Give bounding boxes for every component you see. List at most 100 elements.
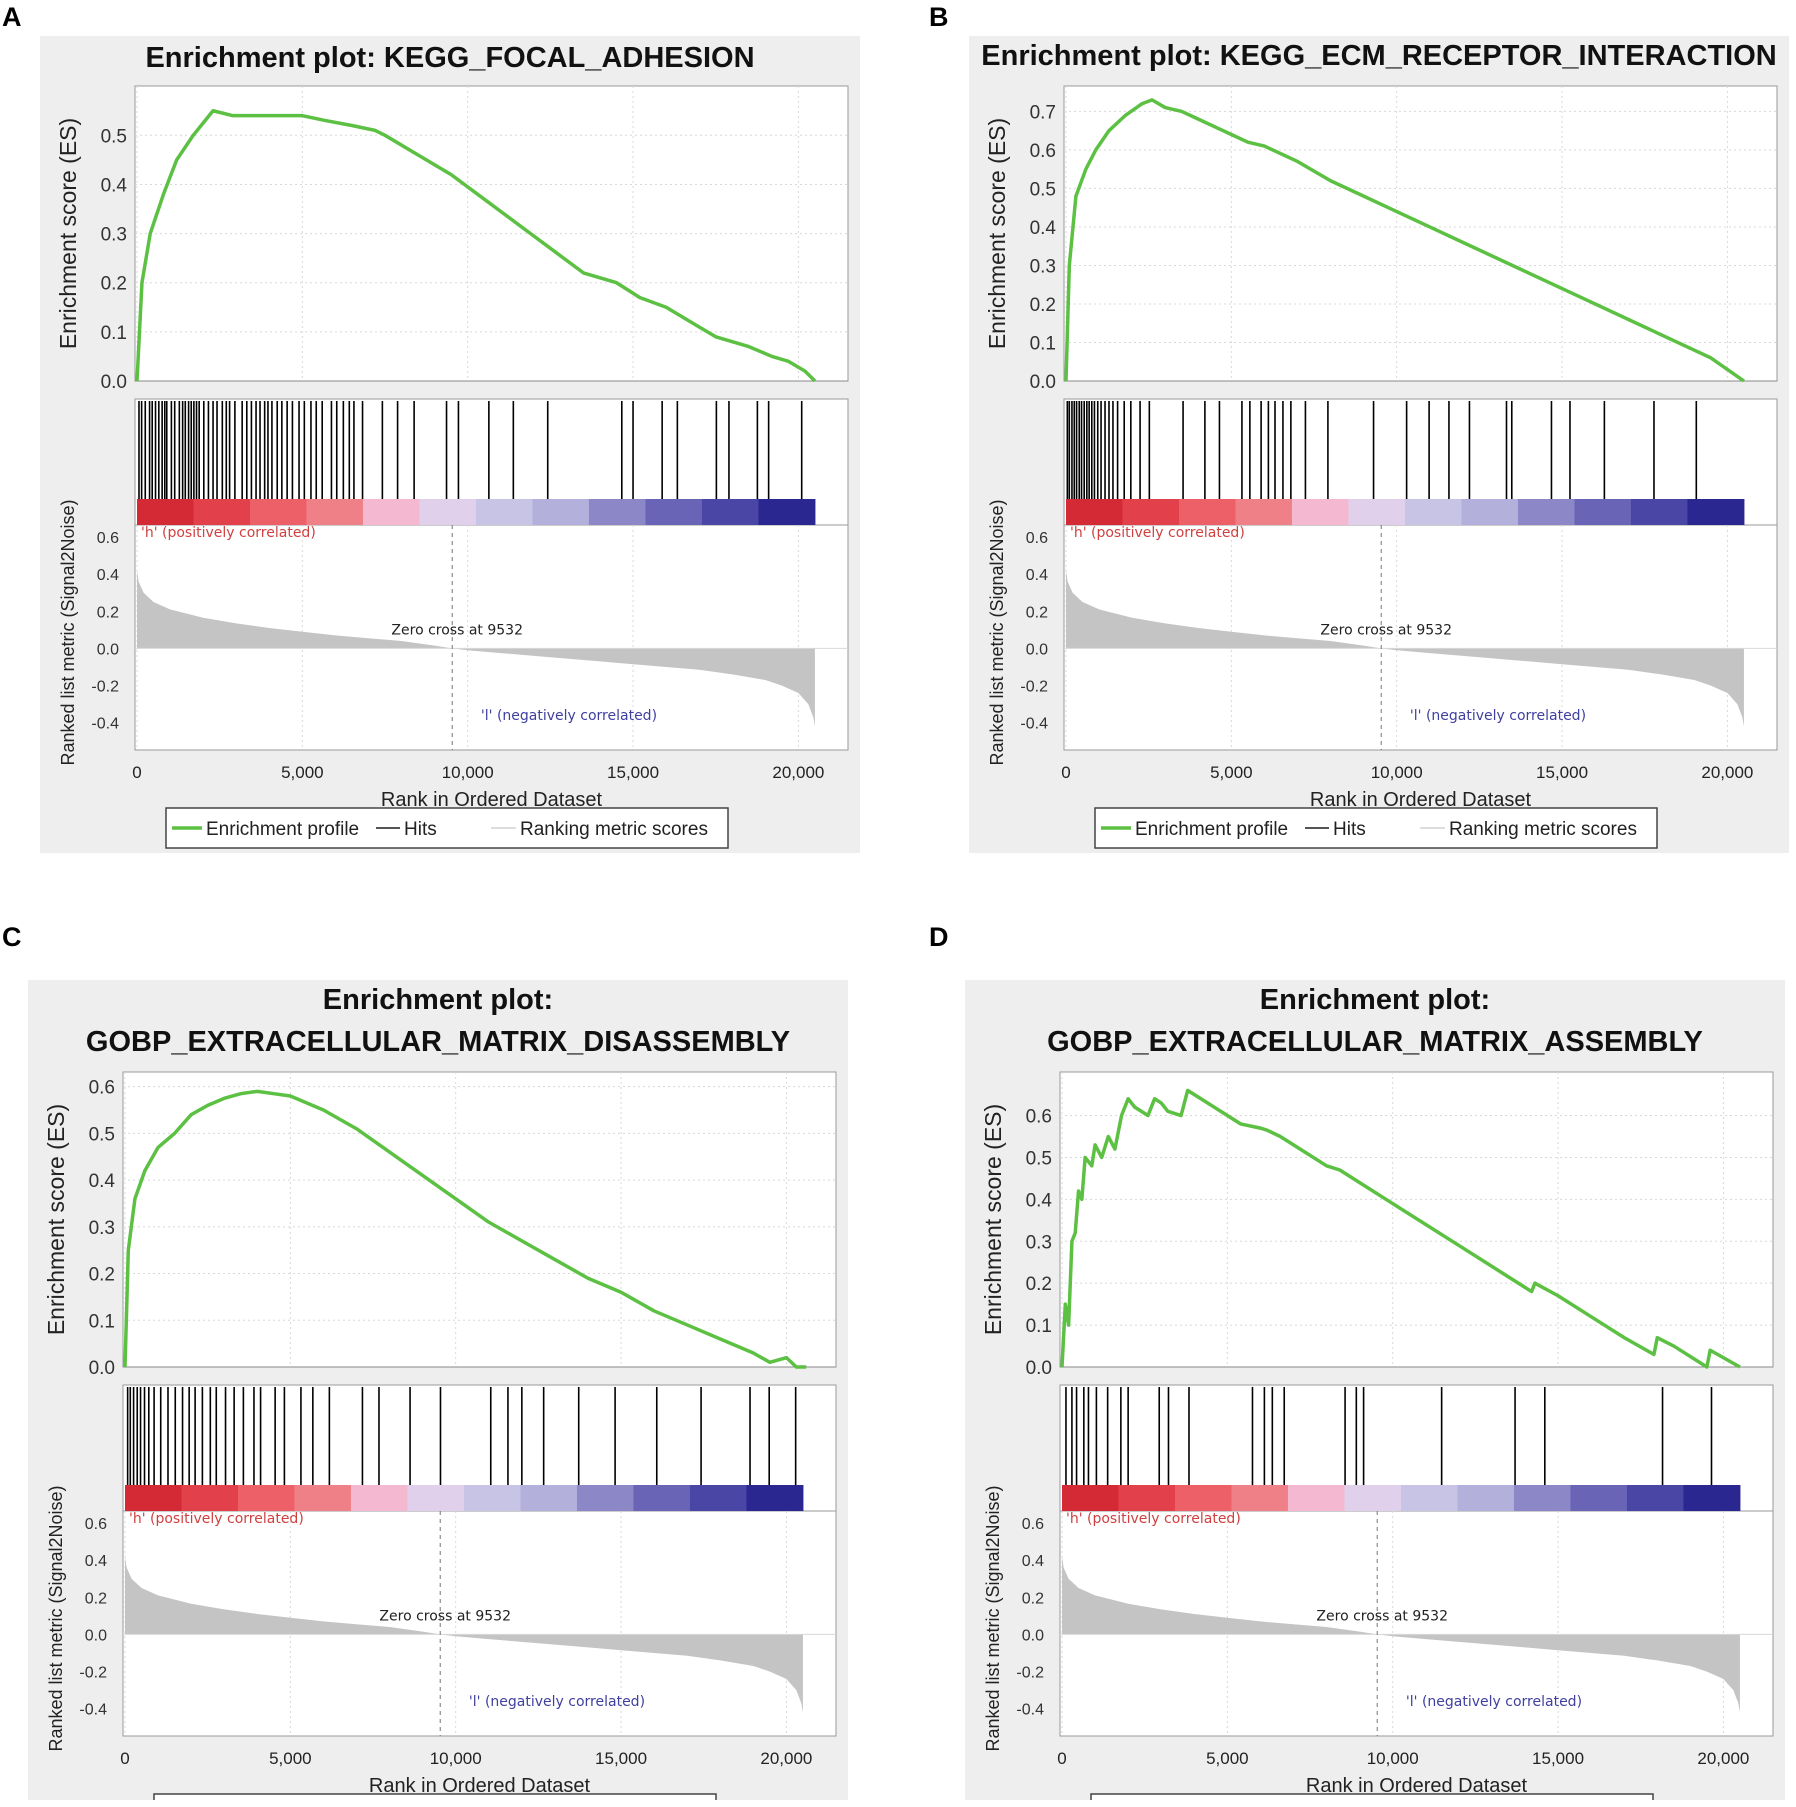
ranking-color-segment bbox=[1178, 499, 1236, 525]
ranking-color-segment bbox=[1626, 1485, 1684, 1511]
es-plot-area bbox=[1063, 85, 1778, 382]
xtick-label: 10,000 bbox=[1367, 1749, 1419, 1768]
ranking-color-segment bbox=[689, 1485, 747, 1511]
plot-title-line: Enrichment plot: KEGG_FOCAL_ADHESION bbox=[145, 42, 755, 74]
ranking-color-segment bbox=[237, 1485, 295, 1511]
es-y-axis-label: Enrichment score (ES) bbox=[43, 1104, 69, 1335]
ranking-color-segment bbox=[1517, 499, 1575, 525]
metric-y-axis-label: Ranked list metric (Signal2Noise) bbox=[987, 499, 1007, 765]
ranking-color-segment bbox=[1348, 499, 1406, 525]
xtick-label: 20,000 bbox=[772, 763, 824, 782]
ranking-color-segment bbox=[1687, 499, 1745, 525]
plot-title-line: Enrichment plot: bbox=[322, 984, 554, 1016]
panel-label-c: C bbox=[2, 922, 22, 952]
metric-ytick-label: 0.6 bbox=[85, 1516, 107, 1533]
metric-ytick-label: 0.0 bbox=[97, 641, 119, 658]
es-ytick-label: 0.4 bbox=[1026, 1190, 1053, 1211]
xtick-label: 5,000 bbox=[281, 763, 324, 782]
xtick-label: 20,000 bbox=[1697, 1749, 1749, 1768]
es-ytick-label: 0.3 bbox=[1026, 1232, 1052, 1253]
metric-ytick-label: 0.6 bbox=[1026, 530, 1048, 547]
es-y-axis-label: Enrichment score (ES) bbox=[984, 118, 1010, 349]
metric-ytick-label: 0.0 bbox=[1026, 641, 1048, 658]
ranking-color-segment bbox=[701, 499, 759, 525]
metric-ytick-label: -0.2 bbox=[79, 1665, 107, 1682]
plot-title-line: GOBP_EXTRACELLULAR_MATRIX_DISASSEMBLY bbox=[85, 1026, 791, 1058]
ranking-color-segment bbox=[1344, 1485, 1402, 1511]
negatively-correlated-label: 'l' (negatively correlated) bbox=[1410, 708, 1586, 724]
es-ytick-label: 0.2 bbox=[89, 1265, 115, 1286]
metric-ytick-label: 0.4 bbox=[97, 567, 119, 584]
es-ytick-label: 0.5 bbox=[101, 126, 127, 147]
ranking-color-segment bbox=[1235, 499, 1293, 525]
positively-correlated-label: 'h' (positively correlated) bbox=[1070, 525, 1245, 541]
ranking-color-segment bbox=[1122, 499, 1180, 525]
metric-ytick-label: 0.0 bbox=[1022, 1627, 1044, 1644]
plot-canvas: 0.0 0.1 0.2 0.3 0.4 0.5 0.6 0.6 0.4 0.2 0.0 -0.2 -0.… bbox=[980, 1071, 1774, 1800]
enrichment-profile-line bbox=[135, 108, 817, 383]
ranking-color-segment bbox=[1457, 1485, 1515, 1511]
es-ytick-label: 0.2 bbox=[1030, 295, 1056, 316]
ranking-color-segment bbox=[350, 1485, 408, 1511]
metric-ytick-label: -0.4 bbox=[79, 1702, 107, 1719]
es-ytick-label: 0.3 bbox=[1030, 256, 1056, 277]
metric-ytick-label: -0.2 bbox=[1016, 1665, 1044, 1682]
xtick-label: 0 bbox=[1057, 1749, 1066, 1768]
ranking-color-segment bbox=[1513, 1485, 1571, 1511]
ranking-color-segment bbox=[1118, 1485, 1176, 1511]
metric-ytick-label: 0.2 bbox=[1026, 604, 1048, 621]
ranking-color-segment bbox=[645, 499, 703, 525]
ranking-color-segment bbox=[181, 1485, 239, 1511]
ranking-color-segment bbox=[362, 499, 420, 525]
ranking-color-segment bbox=[294, 1485, 352, 1511]
ranking-color-segment bbox=[1574, 499, 1632, 525]
positively-correlated-label: 'h' (positively correlated) bbox=[129, 1511, 304, 1527]
es-ytick-label: 0.0 bbox=[101, 372, 127, 393]
xtick-label: 20,000 bbox=[760, 1749, 812, 1768]
xtick-label: 0 bbox=[1061, 763, 1070, 782]
positively-correlated-label: 'h' (positively correlated) bbox=[141, 525, 316, 541]
legend-metric-label: Ranking metric scores bbox=[1449, 819, 1637, 840]
ranking-color-segment bbox=[249, 499, 307, 525]
ranking-color-segment bbox=[532, 499, 590, 525]
es-ytick-label: 0.0 bbox=[1026, 1358, 1052, 1379]
xtick-label: 10,000 bbox=[1371, 763, 1423, 782]
es-y-axis-label: Enrichment score (ES) bbox=[980, 1104, 1006, 1335]
es-ytick-label: 0.2 bbox=[1026, 1274, 1052, 1295]
es-ytick-label: 0.7 bbox=[1030, 102, 1056, 123]
ranking-color-segment bbox=[137, 499, 194, 525]
enrichment-plot-c: Enrichment plot: GOBP_EXTRACELLULAR_MATRI… bbox=[28, 980, 848, 1800]
es-ytick-label: 0.1 bbox=[101, 323, 127, 344]
xtick-label: 20,000 bbox=[1701, 763, 1753, 782]
negatively-correlated-label: 'l' (negatively correlated) bbox=[469, 1694, 645, 1710]
ranking-color-segment bbox=[193, 499, 251, 525]
xtick-label: 5,000 bbox=[1210, 763, 1253, 782]
metric-ytick-label: -0.4 bbox=[1020, 716, 1048, 733]
es-ytick-label: 0.4 bbox=[1030, 218, 1057, 239]
enrichment-profile-line bbox=[123, 1089, 807, 1369]
x-axis-label: Rank in Ordered Dataset bbox=[369, 1775, 591, 1797]
metric-ytick-label: -0.4 bbox=[1016, 1702, 1044, 1719]
ranking-color-segment bbox=[306, 499, 364, 525]
ranking-color-segment bbox=[1062, 1485, 1119, 1511]
ranking-color-segment bbox=[746, 1485, 804, 1511]
es-ytick-label: 0.6 bbox=[1030, 141, 1056, 162]
xtick-label: 10,000 bbox=[430, 1749, 482, 1768]
metric-ytick-label: -0.4 bbox=[91, 716, 119, 733]
es-ytick-label: 0.6 bbox=[89, 1078, 115, 1099]
metric-ytick-label: -0.2 bbox=[91, 679, 119, 696]
metric-y-axis-label: Ranked list metric (Signal2Noise) bbox=[983, 1485, 1003, 1751]
xtick-label: 5,000 bbox=[1206, 1749, 1249, 1768]
metric-ytick-label: 0.6 bbox=[1022, 1516, 1044, 1533]
plot-title-line: GOBP_EXTRACELLULAR_MATRIX_ASSEMBLY bbox=[1047, 1026, 1703, 1058]
zero-cross-label: Zero cross at 9532 bbox=[379, 1608, 511, 1624]
ranking-color-segment bbox=[125, 1485, 182, 1511]
ranking-color-segment bbox=[1287, 1485, 1345, 1511]
xtick-label: 10,000 bbox=[442, 763, 494, 782]
negatively-correlated-label: 'l' (negatively correlated) bbox=[1406, 1694, 1582, 1710]
es-ytick-label: 0.3 bbox=[101, 225, 127, 246]
enrichment-plot-b: Enrichment plot: KEGG_ECM_RECEPTOR_INTER… bbox=[969, 36, 1789, 853]
plot-canvas: 0.0 0.1 0.2 0.3 0.4 0.5 0.6 0.4 0.2 0.0 -0.2 -0.4 Ze… bbox=[55, 85, 849, 849]
ranking-color-segment bbox=[1404, 499, 1462, 525]
es-ytick-label: 0.5 bbox=[1030, 179, 1056, 200]
